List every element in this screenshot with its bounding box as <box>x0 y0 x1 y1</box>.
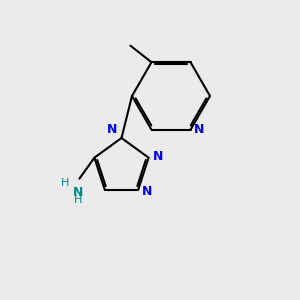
Text: H: H <box>61 178 69 188</box>
Text: N: N <box>194 123 205 136</box>
Text: N: N <box>107 123 118 136</box>
Text: N: N <box>142 184 152 198</box>
Text: N: N <box>73 186 83 199</box>
Text: H: H <box>74 195 82 205</box>
Text: N: N <box>152 150 163 163</box>
